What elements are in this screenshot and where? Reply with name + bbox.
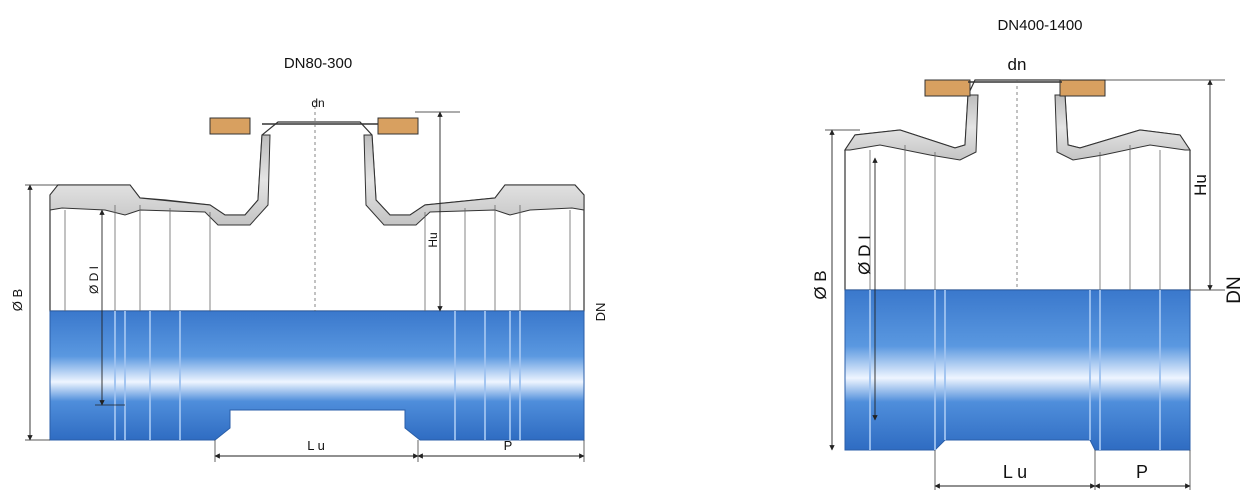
left-id-label: Ø D I xyxy=(87,266,101,294)
left-hu-label: Hu xyxy=(426,232,440,247)
right-dn-side-label: DN xyxy=(1224,276,1245,303)
left-pipe-lower xyxy=(49,310,585,441)
right-pipe-lower xyxy=(844,289,1191,451)
left-dn-side-label: DN xyxy=(593,303,608,322)
right-id-label: Ø D I xyxy=(855,235,874,275)
left-p-label: P xyxy=(504,438,513,453)
right-body-shell-right xyxy=(1054,94,1191,161)
right-body-upper xyxy=(844,79,1191,291)
left-title: DN80-300 xyxy=(284,55,352,72)
right-figure: DN400-1400 Ø B xyxy=(811,17,1245,490)
left-lu-label: L u xyxy=(307,438,325,453)
left-od-label: Ø B xyxy=(10,289,25,311)
right-flange-right xyxy=(1059,79,1106,97)
left-body-upper xyxy=(49,121,585,312)
right-od-label: Ø B xyxy=(811,270,830,299)
left-dn-label: dn xyxy=(311,96,324,110)
right-p-label: P xyxy=(1136,462,1148,482)
left-figure: DN80-300 xyxy=(10,55,608,462)
right-hu-label: Hu xyxy=(1191,174,1210,196)
left-flange-left xyxy=(209,117,251,135)
right-title: DN400-1400 xyxy=(997,17,1082,34)
right-dn-label: dn xyxy=(1008,55,1027,74)
right-body-shell xyxy=(844,94,979,161)
left-body-shell-right xyxy=(363,134,585,226)
right-lu-label: L u xyxy=(1003,462,1027,482)
left-body-shell xyxy=(49,134,271,226)
right-flange-left xyxy=(924,79,971,97)
left-flange-right xyxy=(377,117,419,135)
